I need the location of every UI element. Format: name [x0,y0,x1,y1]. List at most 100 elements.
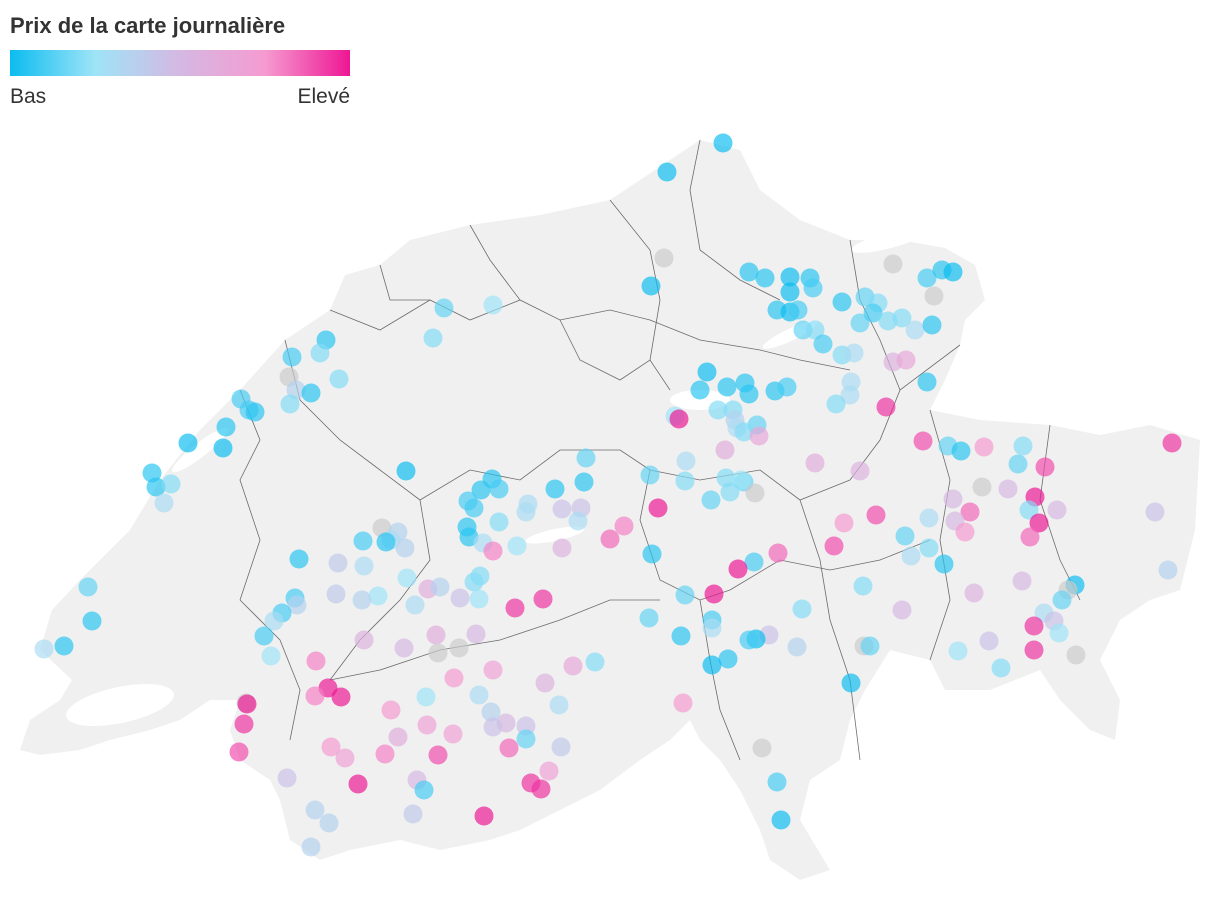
resort-point[interactable] [701,490,721,510]
resort-point[interactable] [943,262,963,282]
resort-point[interactable] [702,618,722,638]
resort-point[interactable] [648,498,668,518]
resort-point[interactable] [416,687,436,707]
resort-point[interactable] [934,554,954,574]
resort-point[interactable] [481,702,501,722]
resort-point[interactable] [708,400,728,420]
resort-point[interactable] [805,320,825,340]
resort-point[interactable] [469,589,489,609]
resort-point[interactable] [805,453,825,473]
resort-point[interactable] [264,611,284,631]
resort-point[interactable] [826,394,846,414]
resort-point[interactable] [715,440,735,460]
resort-point[interactable] [614,516,634,536]
resort-point[interactable] [319,813,339,833]
resort-point[interactable] [335,748,355,768]
resort-point[interactable] [483,541,503,561]
resort-point[interactable] [913,431,933,451]
resort-point[interactable] [353,531,373,551]
resort-point[interactable] [328,553,348,573]
resort-point[interactable] [78,577,98,597]
resort-point[interactable] [531,779,551,799]
resort-point[interactable] [639,608,659,628]
resort-point[interactable] [883,254,903,274]
resort-point[interactable] [354,630,374,650]
resort-point[interactable] [54,636,74,656]
resort-point[interactable] [892,308,912,328]
resort-point[interactable] [697,362,717,382]
resort-point[interactable] [640,465,660,485]
resort-point[interactable] [924,286,944,306]
resort-point[interactable] [780,267,800,287]
resort-point[interactable] [352,590,372,610]
resort-point[interactable] [901,546,921,566]
resort-point[interactable] [549,695,569,715]
resort-point[interactable] [702,655,722,675]
resort-point[interactable] [1020,527,1040,547]
resort-point[interactable] [1024,616,1044,636]
resort-point[interactable] [951,441,971,461]
resort-point[interactable] [850,461,870,481]
resort-point[interactable] [600,529,620,549]
resort-point[interactable] [675,585,695,605]
resort-point[interactable] [1024,640,1044,660]
resort-point[interactable] [574,472,594,492]
resort-point[interactable] [396,461,416,481]
resort-point[interactable] [676,451,696,471]
resort-point[interactable] [853,576,873,596]
resort-point[interactable] [289,549,309,569]
resort-point[interactable] [277,768,297,788]
resort-point[interactable] [917,268,937,288]
resort-point[interactable] [306,651,326,671]
resort-point[interactable] [397,568,417,588]
resort-point[interactable] [917,372,937,392]
resort-point[interactable] [834,513,854,533]
resort-point[interactable] [787,637,807,657]
resort-point[interactable] [943,489,963,509]
resort-point[interactable] [464,498,484,518]
resort-point[interactable] [1019,500,1039,520]
resort-point[interactable] [866,505,886,525]
resort-point[interactable] [728,559,748,579]
resort-point[interactable] [430,577,450,597]
resort-point[interactable] [301,837,321,857]
resort-point[interactable] [321,737,341,757]
resort-point[interactable] [824,536,844,556]
resort-point[interactable] [381,700,401,720]
resort-point[interactable] [545,479,565,499]
resort-point[interactable] [282,347,302,367]
resort-point[interactable] [443,724,463,744]
resort-point[interactable] [972,477,992,497]
resort-point[interactable] [444,668,464,688]
resort-point[interactable] [483,660,503,680]
resort-point[interactable] [434,298,454,318]
resort-point[interactable] [780,282,800,302]
resort-point[interactable] [642,544,662,564]
resort-point[interactable] [428,745,448,765]
resort-point[interactable] [552,499,572,519]
resort-point[interactable] [777,377,797,397]
resort-point[interactable] [388,727,408,747]
resort-point[interactable] [960,502,980,522]
resort-point[interactable] [516,716,536,736]
resort-point[interactable] [1162,433,1182,453]
resort-point[interactable] [178,433,198,453]
resort-point[interactable] [310,343,330,363]
resort-point[interactable] [489,479,509,499]
resort-point[interactable] [376,532,396,552]
resort-point[interactable] [979,631,999,651]
resort-point[interactable] [499,738,519,758]
resort-point[interactable] [585,652,605,672]
resort-point[interactable] [305,686,325,706]
resort-point[interactable] [450,588,470,608]
resort-point[interactable] [375,744,395,764]
resort-point[interactable] [426,625,446,645]
resort-point[interactable] [717,377,737,397]
resort-point[interactable] [551,737,571,757]
resort-point[interactable] [675,471,695,491]
resort-point[interactable] [955,522,975,542]
resort-point[interactable] [254,626,274,646]
resort-point[interactable] [669,409,689,429]
resort-point[interactable] [752,738,772,758]
resort-point[interactable] [1066,645,1086,665]
